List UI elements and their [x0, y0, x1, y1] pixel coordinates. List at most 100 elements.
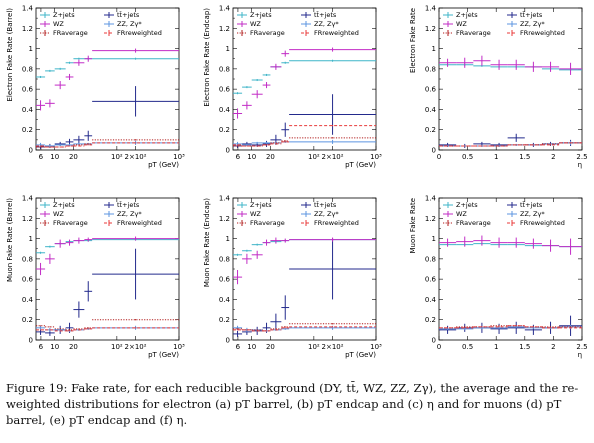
legend-label-wz: WZ	[456, 210, 467, 218]
series-fr_reweighted	[36, 327, 179, 332]
legend-label-zz: ZZ, Zγ*	[314, 20, 339, 28]
legend-label-fr_reweighted: FRreweighted	[314, 219, 359, 227]
chart-panel-4: 0 0.2 0.4 0.6 0.8 1 1.2 1.4 6 10 20 10² 2×10² 10³ Muon…	[6, 195, 185, 360]
y-tick-label: 1.2	[22, 215, 33, 223]
series-zjets	[233, 238, 376, 256]
series-layer	[439, 55, 582, 148]
x-tick-label: 20	[69, 153, 78, 161]
legend-label-fr_reweighted: FRreweighted	[117, 219, 162, 227]
legend-label-ttjets: tt̄+jets	[314, 200, 337, 209]
y-tick-label: 0.6	[425, 86, 437, 94]
series-layer	[439, 235, 582, 336]
y-tick-label: 1.4	[22, 5, 34, 13]
x-tick-label: 10	[247, 153, 256, 161]
series-fr_average	[36, 319, 179, 331]
legend-label-zjets: Z+jets	[250, 201, 272, 209]
chart-panel-3: 0 0.2 0.4 0.6 0.8 1 1.2 1.4 0 0.5 1 1.5 2 2.5 Electron…	[409, 5, 588, 170]
y-tick-label: 1	[29, 45, 33, 53]
y-tick-label: 0.8	[22, 65, 33, 73]
series-wz	[439, 55, 582, 75]
x-tick-label: 10	[247, 343, 256, 351]
legend-label-wz: WZ	[250, 20, 261, 28]
series-wz	[439, 235, 582, 255]
y-tick-label: 1.4	[219, 195, 231, 203]
x-tick-label: 2.5	[576, 343, 587, 351]
series-layer	[36, 236, 179, 336]
x-tick-label: 0	[437, 343, 441, 351]
legend-label-ttjets: tt̄+jets	[117, 200, 140, 209]
series-layer	[233, 237, 376, 337]
series-fr_reweighted	[36, 142, 179, 148]
y-tick-label: 1.2	[425, 25, 436, 33]
y-tick-label: 0	[226, 337, 230, 345]
x-tick-label: 1.5	[519, 343, 530, 351]
x-tick-label: 6	[236, 153, 241, 161]
x-tick-label: 10²	[308, 343, 320, 351]
chart-panel-5: 0 0.2 0.4 0.6 0.8 1 1.2 1.4 6 10 20 10² 2×10² 10³ Muon…	[203, 195, 382, 360]
y-tick-label: 1.4	[219, 5, 231, 13]
y-axis-label: Muon Fake Rate (Barrel)	[6, 198, 14, 282]
legend: Z+jets tt̄+jets WZ ZZ, Zγ* FRaverage FRreweig…	[237, 200, 359, 227]
x-tick-label: 10³	[173, 343, 185, 351]
y-axis-label: Muon Fake Rate (Endcap)	[203, 198, 211, 287]
y-axis-label: Electron Fake Rate	[409, 8, 417, 73]
x-tick-label: 10	[50, 343, 59, 351]
series-zjets	[233, 59, 376, 95]
legend-label-wz: WZ	[53, 210, 64, 218]
x-tick-label: 20	[69, 343, 78, 351]
y-tick-label: 0.8	[219, 255, 230, 263]
legend-label-zjets: Z+jets	[53, 201, 75, 209]
y-tick-label: 0	[29, 147, 33, 155]
y-tick-label: 0	[432, 337, 436, 345]
x-tick-label: 20	[266, 343, 275, 351]
series-ttjets	[233, 94, 376, 148]
y-tick-label: 1.4	[425, 5, 437, 13]
figure-caption: Figure 19: Fake rate, for each reducible…	[6, 380, 592, 428]
legend-label-ttjets: tt̄+jets	[520, 10, 543, 19]
chart-panel-1: 0 0.2 0.4 0.6 0.8 1 1.2 1.4 6 10 20 10² 2×10² 10³ Elec…	[6, 5, 185, 170]
x-tick-label: 2×10²	[125, 343, 147, 351]
legend-label-fr_reweighted: FRreweighted	[520, 29, 565, 37]
x-tick-label: 1	[494, 153, 498, 161]
y-tick-label: 0.2	[22, 126, 33, 134]
y-tick-label: 0	[29, 337, 33, 345]
x-tick-label: 10³	[173, 153, 185, 161]
chart-panel-2: 0 0.2 0.4 0.6 0.8 1 1.2 1.4 6 10 20 10² 2×10² 10³ Elec…	[203, 5, 382, 170]
y-tick-label: 0.6	[219, 86, 231, 94]
x-axis-label: pT (GeV)	[148, 351, 179, 359]
series-fr_reweighted	[233, 326, 376, 332]
series-ttjets	[36, 86, 179, 149]
x-tick-label: 2.5	[576, 153, 587, 161]
series-zz	[439, 140, 582, 147]
y-tick-label: 0.2	[219, 316, 230, 324]
chart-panel-6: 0 0.2 0.4 0.6 0.8 1 1.2 1.4 0 0.5 1 1.5 2 2.5 Muon Fak…	[409, 195, 588, 360]
x-tick-label: 6	[39, 153, 44, 161]
x-axis-label: η	[578, 351, 582, 359]
y-tick-label: 0.4	[425, 296, 437, 304]
y-tick-label: 0.6	[425, 276, 437, 284]
series-wz	[233, 237, 376, 285]
y-tick-label: 0	[432, 147, 436, 155]
legend-label-zz: ZZ, Zγ*	[520, 210, 545, 218]
legend-label-wz: WZ	[456, 20, 467, 28]
legend-label-fr_average: FRaverage	[53, 29, 88, 37]
legend-label-wz: WZ	[53, 20, 64, 28]
x-tick-label: 6	[236, 343, 241, 351]
legend-label-ttjets: tt̄+jets	[520, 200, 543, 209]
y-tick-label: 1	[432, 45, 436, 53]
y-tick-label: 0.4	[219, 106, 231, 114]
series-zjets	[36, 57, 179, 78]
legend: Z+jets tt̄+jets WZ ZZ, Zγ* FRaverage FRreweig…	[443, 200, 565, 227]
legend-label-zjets: Z+jets	[250, 11, 272, 19]
y-tick-label: 0.8	[22, 255, 33, 263]
series-ttjets	[233, 238, 376, 337]
series-fr_reweighted	[439, 325, 582, 329]
series-wz	[36, 48, 179, 111]
x-axis-label: pT (GeV)	[345, 161, 376, 169]
x-axis-label: pT (GeV)	[148, 161, 179, 169]
x-tick-label: 10	[50, 153, 59, 161]
series-ttjets	[36, 248, 179, 336]
legend-label-ttjets: tt̄+jets	[314, 10, 337, 19]
x-tick-label: 20	[266, 153, 275, 161]
legend-label-zjets: Z+jets	[456, 201, 478, 209]
